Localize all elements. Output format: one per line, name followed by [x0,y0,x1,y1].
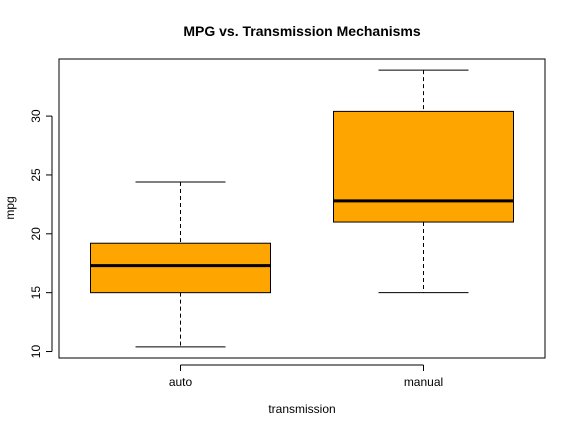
y-tick-label: 20 [29,227,43,241]
y-tick-label: 10 [29,345,43,359]
y-axis: 10 15 20 25 30 [29,109,53,359]
y-tick-label: 30 [29,109,43,123]
plot-frame [58,58,546,359]
x-axis-label: transmission [268,402,335,416]
chart-title: MPG vs. Transmission Mechanisms [183,23,421,39]
x-axis: auto manual [169,364,443,389]
y-axis-label: mpg [3,196,17,219]
iqr-box [333,110,514,223]
box-manual [333,69,514,294]
box-auto [90,181,271,348]
x-tick-label: manual [404,375,443,389]
x-tick-label: auto [169,375,193,389]
boxes-group [90,69,514,348]
y-tick-label: 25 [29,168,43,182]
iqr-box [90,242,271,294]
y-tick-label: 15 [29,286,43,300]
